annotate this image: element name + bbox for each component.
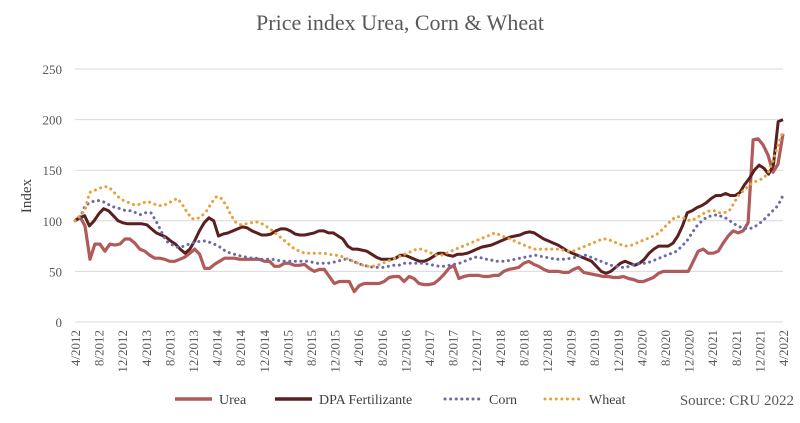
y-tick-label: 0 [56, 315, 63, 330]
x-tick-label: 12/2014 [257, 330, 272, 373]
x-tick-label: 4/2018 [493, 330, 508, 366]
x-tick-label: 12/2015 [328, 330, 343, 373]
x-tick-label: 4/2017 [422, 330, 437, 367]
series-lines [73, 118, 785, 294]
x-tick-label: 4/2020 [634, 330, 649, 366]
legend-label: Wheat [589, 393, 626, 408]
x-tick-label: 12/2020 [682, 330, 697, 373]
x-tick-label: 12/2016 [398, 330, 413, 373]
legend-label: Urea [219, 393, 247, 408]
x-tick-label: 8/2014 [233, 330, 248, 367]
legend: Urea DPA Fertilizante Corn Wheat [175, 393, 626, 408]
y-tick-label: 250 [43, 62, 63, 77]
y-tick-label: 200 [43, 113, 63, 128]
x-tick-label: 12/2021 [752, 330, 767, 373]
gridlines [75, 68, 783, 323]
x-tick-label: 8/2012 [92, 330, 107, 366]
y-tick-label: 100 [43, 214, 63, 229]
series-line-wheat [73, 130, 785, 268]
x-tick-label: 8/2019 [587, 330, 602, 366]
x-tick-label: 12/2018 [540, 330, 555, 373]
x-tick-label: 4/2012 [68, 330, 83, 366]
x-tick-label: 8/2018 [516, 330, 531, 366]
y-axis-ticks: 0 50 100 150 200 250 [43, 62, 63, 330]
legend-label: Corn [489, 393, 517, 408]
x-tick-label: 4/2021 [705, 330, 720, 366]
x-tick-label: 8/2016 [375, 330, 390, 367]
x-tick-label: 4/2015 [280, 330, 295, 366]
x-tick-label: 8/2017 [446, 330, 461, 367]
x-tick-label: 12/2013 [186, 330, 201, 373]
x-tick-label: 4/2016 [351, 330, 366, 367]
x-tick-label: 8/2013 [162, 330, 177, 366]
x-tick-label: 8/2015 [304, 330, 319, 366]
x-tick-label: 12/2019 [611, 330, 626, 373]
chart-title: Price index Urea, Corn & Wheat [256, 10, 544, 35]
y-tick-label: 50 [49, 264, 62, 279]
x-axis-ticks: 4/2012 8/2012 12/2012 4/2013 8/2013 12/2013 4/… [68, 330, 791, 373]
series-line-dpa-fertilizante [74, 118, 784, 275]
x-tick-label: 12/2012 [115, 330, 130, 373]
series-line-urea [74, 133, 785, 294]
x-tick-label: 8/2020 [658, 330, 673, 366]
source-note: Source: CRU 2022 [680, 393, 794, 409]
x-tick-label: 12/2017 [469, 330, 484, 373]
y-tick-label: 150 [43, 163, 63, 178]
x-tick-label: 4/2019 [564, 330, 579, 366]
y-axis-label: Index [19, 178, 35, 213]
x-tick-label: 4/2013 [139, 330, 154, 366]
x-tick-label: 8/2021 [729, 330, 744, 366]
legend-label: DPA Fertilizante [319, 393, 412, 408]
series-line-corn [73, 194, 785, 269]
x-tick-label: 4/2014 [210, 330, 225, 367]
x-tick-label: 4/2022 [776, 330, 791, 366]
